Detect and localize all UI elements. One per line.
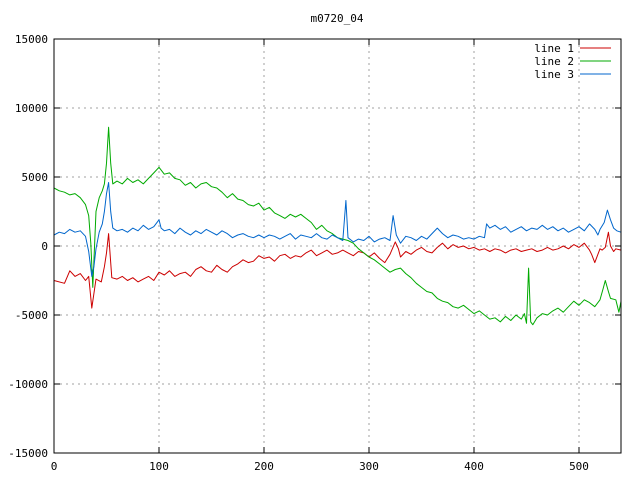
x-tick-label: 200: [254, 460, 274, 473]
x-tick-label: 300: [359, 460, 379, 473]
y-tick-label: 5000: [22, 171, 49, 184]
axis-ticks: [53, 38, 621, 454]
x-tick-label: 500: [569, 460, 589, 473]
x-tick-labels: 0 100 200 300 400 500: [51, 460, 589, 473]
series-line-1: [53, 231, 622, 309]
legend-label-2: line 2: [534, 55, 574, 68]
x-tick-label: 400: [464, 460, 484, 473]
legend-label-3: line 3: [534, 68, 574, 81]
grid: [54, 39, 621, 453]
y-tick-label: 0: [41, 240, 48, 253]
series-line-3: [53, 182, 622, 277]
y-tick-label: 15000: [15, 33, 48, 46]
y-tick-label: -15000: [8, 447, 48, 460]
x-tick-label: 0: [51, 460, 58, 473]
y-tick-label: -10000: [8, 378, 48, 391]
chart-title: m0720_04: [311, 12, 364, 25]
x-tick-label: 100: [149, 460, 169, 473]
y-tick-label: -5000: [15, 309, 48, 322]
legend-label-1: line 1: [534, 42, 574, 55]
y-tick-label: 10000: [15, 102, 48, 115]
series-group: [53, 126, 622, 326]
y-tick-labels: -15000 -10000 -5000 0 5000 10000 15000: [8, 33, 48, 460]
series-line-2: [53, 126, 622, 326]
